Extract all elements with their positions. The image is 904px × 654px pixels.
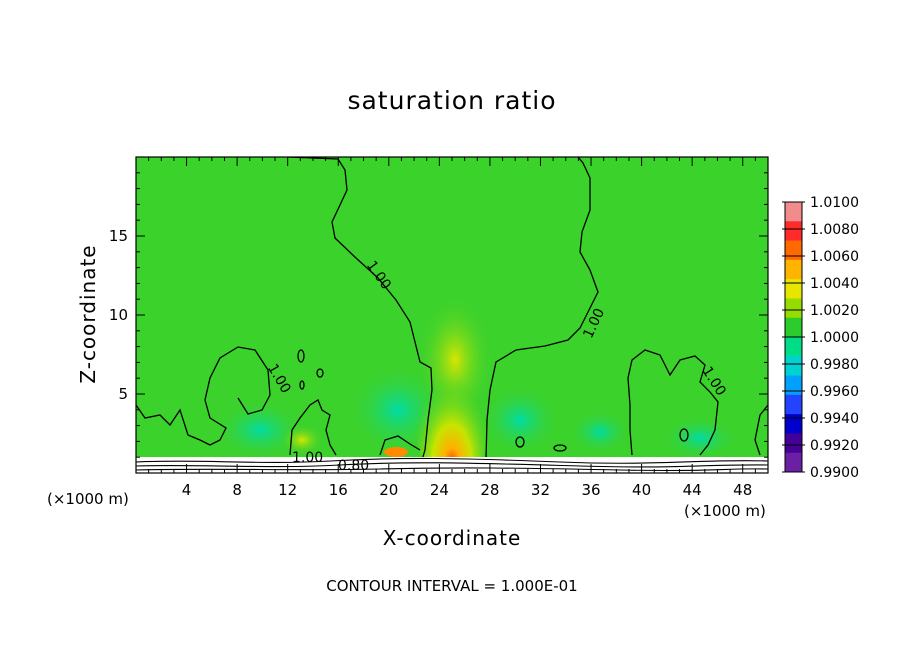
colorbar-label: 0.9960 (810, 384, 859, 400)
contour-line (379, 435, 421, 456)
surface-contours (136, 457, 768, 472)
x-tick-label: 24 (430, 481, 449, 499)
colorbar-label: 1.0020 (810, 303, 859, 319)
x-tick-label: 48 (733, 481, 752, 499)
x-tick-label: 20 (379, 481, 398, 499)
x-tick-label: 32 (531, 481, 550, 499)
contour-line (515, 436, 525, 448)
x-tick-label: 28 (480, 481, 499, 499)
colorbar-swatch (785, 356, 802, 377)
chart-title: saturation ratio (347, 86, 557, 115)
colorbar-label: 1.0000 (810, 330, 859, 346)
contour-line (485, 157, 599, 461)
x-ticks: 4 8 12 16 20 24 28 32 36 40 44 48 (148, 157, 756, 499)
field-cyan-patch (480, 385, 560, 455)
x-tick-label: 12 (278, 481, 297, 499)
contour-line (297, 349, 305, 363)
contour-line (627, 349, 719, 456)
plot-area (136, 157, 768, 473)
contour-line (299, 380, 305, 390)
y-axis-label: Z-coordinate (76, 244, 100, 384)
y-tick-label: 10 (109, 306, 128, 324)
colorbar-label: 0.9920 (810, 438, 859, 454)
colorbar-swatch (785, 221, 802, 242)
contour-line (679, 428, 689, 442)
x-tick-label: 16 (329, 481, 348, 499)
contour-label: 1.00 (292, 450, 323, 466)
contour-label: 0.80 (338, 458, 369, 474)
x-tick-label: 8 (232, 481, 242, 499)
field-cyan-patch (662, 416, 738, 460)
field-orange-patch (384, 447, 408, 457)
contour-line (316, 368, 324, 378)
colorbar-label: 0.9940 (810, 411, 859, 427)
colorbar-label: 1.0100 (810, 195, 859, 211)
colorbar: 1.0100 1.0080 1.0060 1.0040 1.0020 1.0000 0.99… (782, 195, 859, 481)
colorbar-swatch (785, 433, 802, 454)
colorbar-label: 1.0060 (810, 249, 859, 265)
colorbar-swatch (785, 259, 802, 280)
colorbar-swatch (785, 279, 802, 299)
colorbar-swatch (785, 375, 802, 396)
colorbar-swatch (785, 317, 802, 338)
x-unit-label: (×1000 m) (684, 502, 766, 520)
y-tick-label: 15 (109, 227, 128, 245)
y-unit-label: (×1000 m) (47, 490, 129, 508)
field-plume (416, 348, 488, 473)
colorbar-swatch (785, 452, 802, 473)
x-tick-label: 40 (632, 481, 651, 499)
colorbar-label: 0.9900 (810, 465, 859, 481)
colorbar-swatch (785, 414, 802, 434)
colorbar-label: 0.9980 (810, 357, 859, 373)
x-tick-label: 36 (581, 481, 600, 499)
colorbar-label: 1.0040 (810, 276, 859, 292)
colorbar-swatch (785, 394, 802, 415)
colorbar-swatch (785, 298, 802, 319)
contour-line (136, 346, 271, 446)
contour-lines (136, 157, 768, 461)
contour-line (553, 444, 567, 452)
y-tick-label: 5 (118, 385, 128, 403)
x-tick-label: 44 (683, 481, 702, 499)
field-cyan-patch (570, 410, 630, 454)
colorbar-swatch (785, 240, 802, 261)
y-ticks: 5 10 15 (109, 172, 768, 458)
colorbar-label: 1.0080 (810, 222, 859, 238)
x-axis-label: X-coordinate (382, 526, 522, 550)
contour-interval-note: CONTOUR INTERVAL = 1.000E-01 (326, 577, 578, 595)
contour-line (289, 399, 337, 456)
surface-band (136, 457, 768, 473)
contour-line (287, 157, 433, 461)
colorbar-swatch (785, 202, 802, 222)
x-tick-label: 4 (182, 481, 192, 499)
colorbar-swatch (785, 337, 802, 357)
